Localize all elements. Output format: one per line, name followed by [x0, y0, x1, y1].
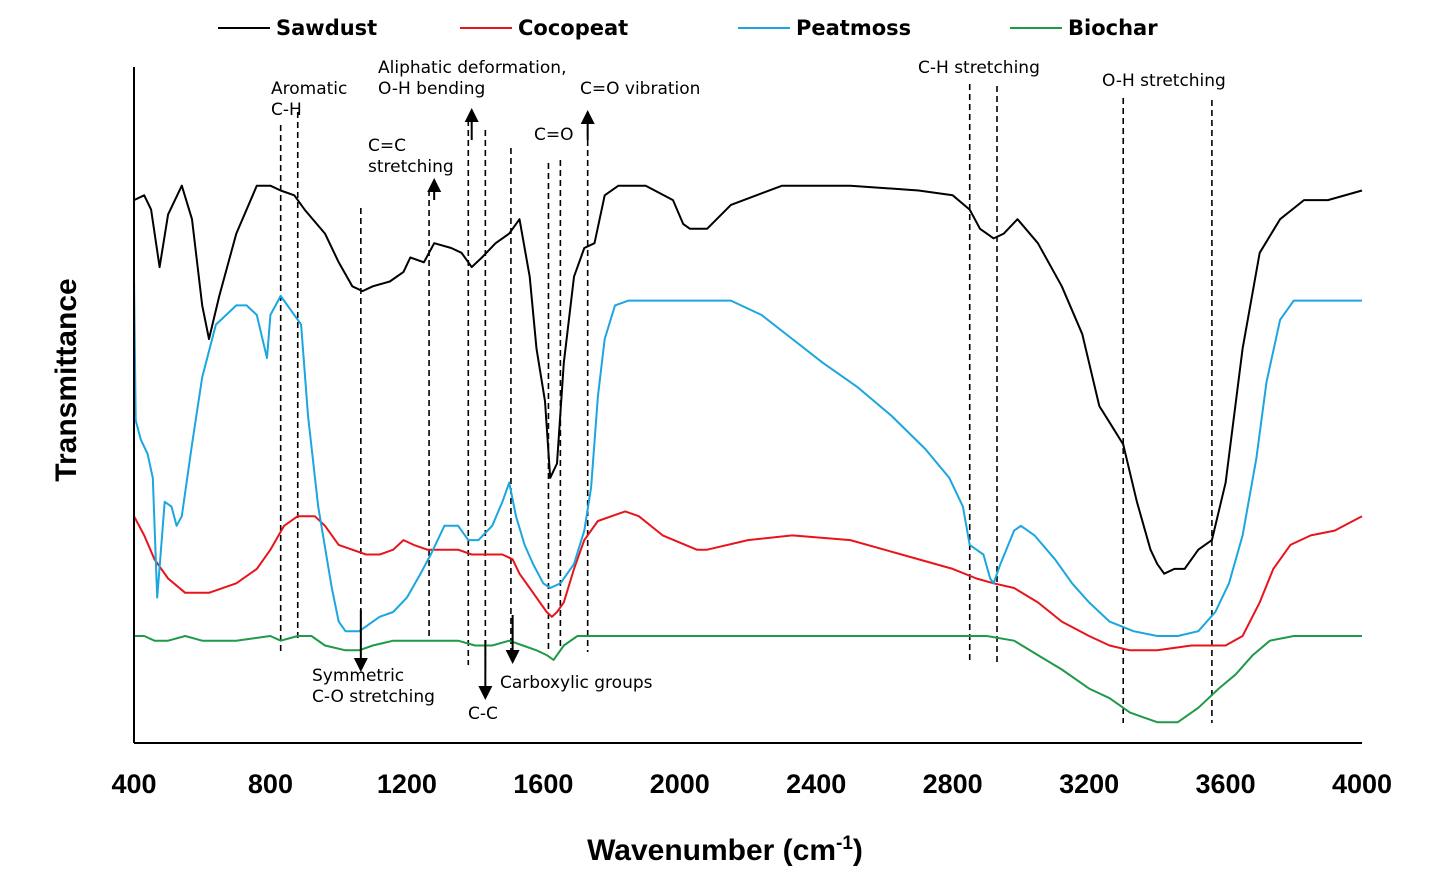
x-tick-label-3200: 3200: [1059, 769, 1119, 799]
arrow-up-1280: [427, 178, 442, 200]
series-line-cocopeat: [133, 510, 1363, 652]
x-tick-label-1200: 1200: [377, 769, 437, 799]
annotation-10: C-C: [468, 704, 498, 724]
x-tick-label-4000: 4000: [1332, 769, 1392, 799]
series-line-biochar: [134, 635, 1362, 724]
annotations-layer: Aromatic C-H Aliphatic deformation, O-H ben…: [271, 58, 1226, 724]
x-axis-title-superscript: -1: [836, 833, 853, 854]
y-axis-title: Transmittance: [50, 278, 83, 481]
x-tick-label-2400: 2400: [786, 769, 846, 799]
annotation-9: Carboxylic groups: [500, 673, 653, 693]
series-line-sawdust: [133, 184, 1363, 575]
series-line-peatmoss: [133, 276, 1362, 637]
annotation-1: Aromatic C-H: [271, 79, 347, 120]
annotation-3: C=C stretching: [368, 136, 454, 177]
arrow-up-1730: [580, 110, 595, 140]
arrow-down-1510: [505, 615, 520, 664]
arrows-layer: [353, 108, 595, 700]
x-axis-title: Wavenumber (cm-1): [587, 833, 863, 867]
x-tick-label-400: 400: [111, 769, 156, 799]
legend-label-peatmoss: Peatmoss: [796, 16, 911, 40]
series-layer: [133, 184, 1363, 724]
annotation-2: Aliphatic deformation, O-H bending: [378, 58, 566, 99]
arrow-down-1430: [478, 640, 493, 700]
x-tick-label-2000: 2000: [650, 769, 710, 799]
annotation-6: C-H stretching: [918, 58, 1040, 78]
legend: Sawdust Cocopeat Peatmoss Biochar: [218, 16, 1158, 40]
annotation-5: C=O vibration: [580, 79, 700, 99]
x-tick-label-2800: 2800: [923, 769, 983, 799]
x-tick-label-800: 800: [248, 769, 293, 799]
axes: [133, 67, 1362, 744]
x-ticks: 400 800 1200 1600 2000 2400 2800 3200 3600 4000: [111, 769, 1392, 799]
annotation-4: C=O: [534, 125, 574, 145]
legend-label-sawdust: Sawdust: [276, 16, 377, 40]
annotation-7: O-H stretching: [1102, 71, 1226, 91]
arrow-down-1065: [353, 610, 368, 672]
legend-label-cocopeat: Cocopeat: [518, 16, 628, 40]
arrow-up-1390: [464, 108, 479, 140]
legend-label-biochar: Biochar: [1068, 16, 1158, 40]
x-tick-label-1600: 1600: [513, 769, 573, 799]
x-tick-label-3600: 3600: [1196, 769, 1256, 799]
annotation-8: Symmetric C-O stretching: [312, 666, 435, 707]
